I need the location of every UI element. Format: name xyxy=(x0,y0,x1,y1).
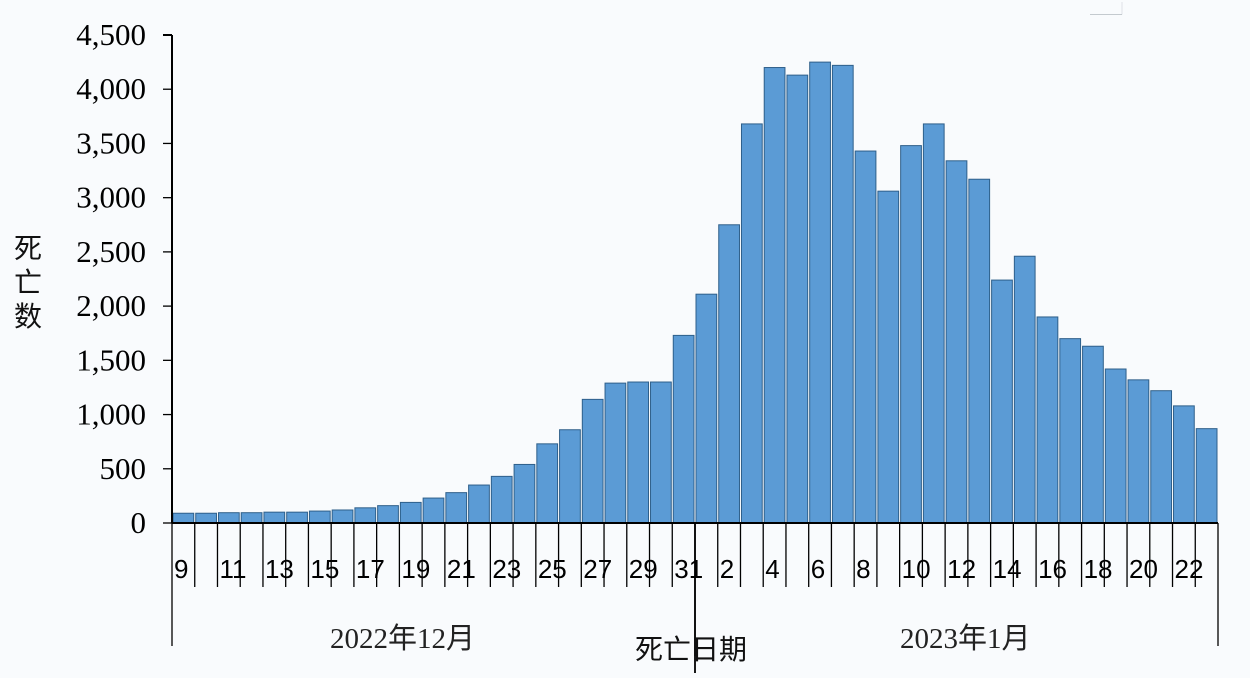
svg-text:29: 29 xyxy=(629,554,658,584)
svg-text:3,500: 3,500 xyxy=(76,125,146,160)
svg-text:13: 13 xyxy=(265,554,294,584)
svg-text:19: 19 xyxy=(401,554,430,584)
svg-text:17: 17 xyxy=(356,554,385,584)
svg-text:15: 15 xyxy=(310,554,339,584)
svg-text:0: 0 xyxy=(131,505,147,540)
svg-text:31: 31 xyxy=(674,554,703,584)
svg-text:4,500: 4,500 xyxy=(76,17,146,52)
svg-text:4,000: 4,000 xyxy=(76,71,146,106)
svg-text:10: 10 xyxy=(902,554,931,584)
svg-text:27: 27 xyxy=(583,554,612,584)
svg-text:2,500: 2,500 xyxy=(76,234,146,269)
svg-text:2: 2 xyxy=(720,554,734,584)
svg-text:18: 18 xyxy=(1084,554,1113,584)
svg-text:20: 20 xyxy=(1129,554,1158,584)
svg-text:22: 22 xyxy=(1175,554,1204,584)
svg-text:3,000: 3,000 xyxy=(76,180,146,215)
svg-text:6: 6 xyxy=(811,554,825,584)
svg-text:1,000: 1,000 xyxy=(76,397,146,432)
svg-text:4: 4 xyxy=(765,554,779,584)
svg-text:500: 500 xyxy=(100,451,147,486)
svg-text:21: 21 xyxy=(447,554,476,584)
svg-text:14: 14 xyxy=(993,554,1022,584)
svg-text:23: 23 xyxy=(492,554,521,584)
svg-text:16: 16 xyxy=(1038,554,1067,584)
svg-text:11: 11 xyxy=(219,554,246,584)
svg-text:9: 9 xyxy=(174,554,188,584)
svg-text:12: 12 xyxy=(947,554,976,584)
svg-text:8: 8 xyxy=(856,554,870,584)
svg-text:2,000: 2,000 xyxy=(76,288,146,323)
svg-text:1,500: 1,500 xyxy=(76,342,146,377)
svg-text:25: 25 xyxy=(538,554,567,584)
